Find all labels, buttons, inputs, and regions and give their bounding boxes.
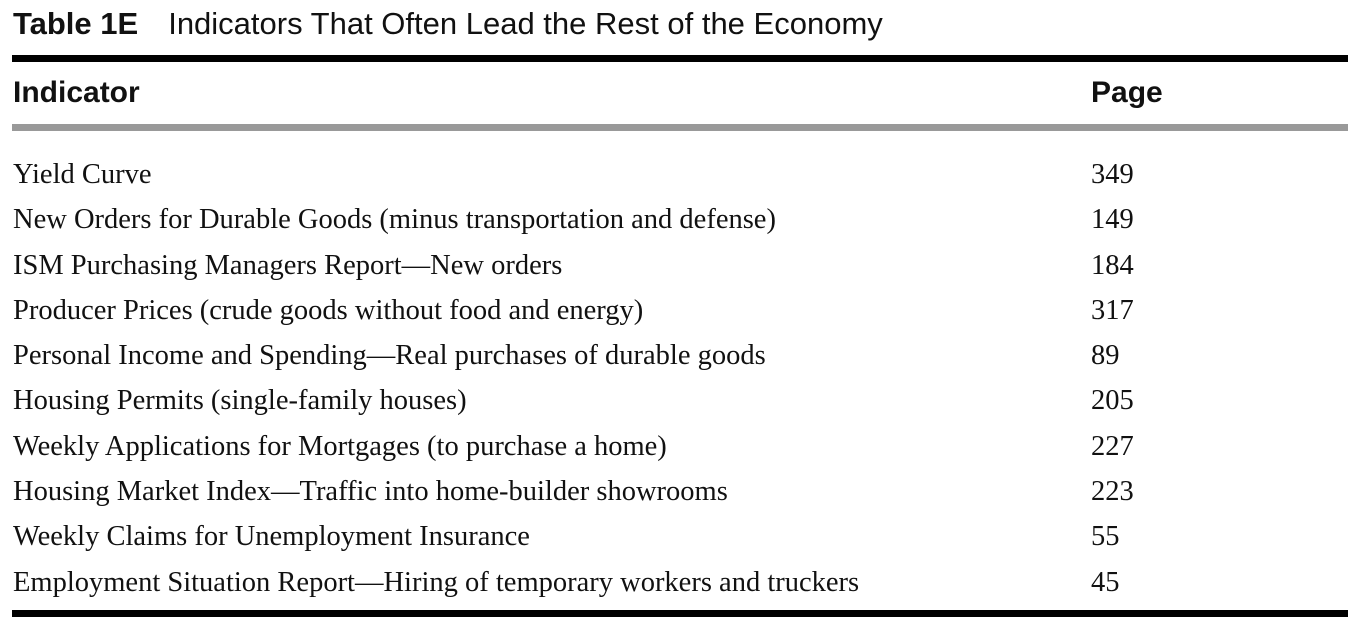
page-cell: 55 <box>1091 521 1120 553</box>
indicator-cell: ISM Purchasing Managers Report—New order… <box>13 249 563 281</box>
table-row: Producer Prices (crude goods without foo… <box>13 288 1343 333</box>
page-cell: 184 <box>1091 249 1134 281</box>
page-cell: 223 <box>1091 476 1134 508</box>
table-row: Weekly Claims for Unemployment Insurance… <box>13 514 1343 559</box>
table-row: Yield Curve 349 <box>13 152 1343 197</box>
table-body: Yield Curve 349 New Orders for Durable G… <box>13 152 1343 605</box>
table-row: Employment Situation Report—Hiring of te… <box>13 560 1343 605</box>
indicator-cell: Weekly Claims for Unemployment Insurance <box>13 521 530 553</box>
page-cell: 205 <box>1091 385 1134 417</box>
table-row: Weekly Applications for Mortgages (to pu… <box>13 424 1343 469</box>
top-rule <box>12 55 1348 62</box>
indicator-cell: Producer Prices (crude goods without foo… <box>13 294 644 326</box>
table-title: Indicators That Often Lead the Rest of t… <box>168 6 883 41</box>
indicator-column-header: Indicator <box>13 76 140 109</box>
page-cell: 349 <box>1091 159 1134 190</box>
indicator-cell: Yield Curve <box>13 159 152 190</box>
indicator-cell: Employment Situation Report—Hiring of te… <box>13 566 860 598</box>
table-row: Personal Income and Spending—Real purcha… <box>13 333 1343 378</box>
indicator-cell: Weekly Applications for Mortgages (to pu… <box>13 430 667 462</box>
indicator-cell: Housing Market Index—Traffic into home-b… <box>13 476 728 508</box>
table-row: Housing Market Index—Traffic into home-b… <box>13 469 1343 514</box>
table-row: New Orders for Durable Goods (minus tran… <box>13 197 1343 242</box>
table-row: Housing Permits (single-family houses) 2… <box>13 378 1343 423</box>
header-rule <box>12 124 1348 131</box>
page-cell: 89 <box>1091 340 1120 372</box>
indicator-cell: Housing Permits (single-family houses) <box>13 385 467 417</box>
page-column-header: Page <box>1091 76 1163 109</box>
page-cell: 45 <box>1091 566 1120 598</box>
indicator-cell: Personal Income and Spending—Real purcha… <box>13 340 766 372</box>
bottom-rule <box>12 610 1348 617</box>
table-label: Table 1E <box>13 6 139 41</box>
table-caption: Table 1E Indicators That Often Lead the R… <box>13 4 883 44</box>
page-cell: 149 <box>1091 204 1134 236</box>
page-cell: 317 <box>1091 294 1134 326</box>
indicator-cell: New Orders for Durable Goods (minus tran… <box>13 204 776 236</box>
table-row: ISM Purchasing Managers Report—New order… <box>13 243 1343 288</box>
page-cell: 227 <box>1091 430 1134 462</box>
